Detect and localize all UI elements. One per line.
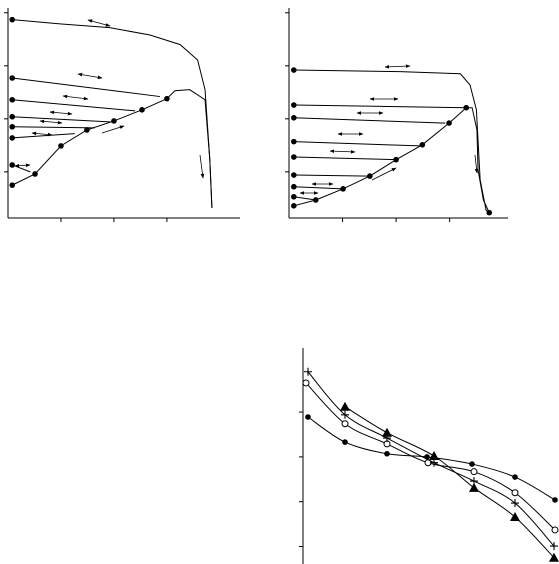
series-line	[293, 196, 316, 201]
point	[291, 172, 297, 178]
point	[430, 458, 438, 467]
panel	[285, 8, 508, 222]
point	[9, 162, 16, 168]
point	[469, 461, 475, 467]
arrow	[474, 154, 479, 174]
series-line	[293, 117, 446, 124]
arrow	[87, 19, 111, 27]
point	[470, 468, 478, 476]
point	[429, 451, 439, 460]
arrow	[329, 149, 356, 154]
point	[302, 379, 310, 387]
arrow	[101, 125, 125, 134]
point	[111, 118, 117, 124]
series-line	[12, 19, 213, 208]
series-line	[293, 69, 490, 214]
point	[9, 75, 16, 81]
panel	[299, 348, 559, 564]
arrow	[49, 110, 73, 116]
point	[312, 197, 319, 203]
series-line	[166, 89, 213, 208]
series-line	[12, 99, 136, 112]
arrow	[77, 72, 103, 80]
series-line	[293, 156, 397, 161]
arrow	[384, 64, 411, 69]
arrow	[39, 119, 63, 125]
point	[341, 410, 349, 419]
arrow	[371, 167, 397, 181]
point	[419, 142, 426, 148]
point	[9, 123, 16, 130]
point	[511, 499, 519, 508]
point	[291, 102, 297, 108]
point	[305, 414, 311, 420]
arrows	[14, 19, 479, 195]
point	[367, 173, 373, 179]
panel	[4, 8, 240, 222]
point	[9, 16, 16, 23]
point	[551, 526, 559, 534]
point	[291, 154, 297, 160]
point	[9, 135, 16, 141]
point	[552, 497, 558, 503]
point	[32, 171, 38, 177]
point	[291, 67, 297, 73]
arrow	[14, 163, 31, 168]
point	[446, 120, 452, 126]
point	[9, 96, 16, 103]
arrow	[31, 131, 53, 137]
point	[291, 138, 297, 145]
series-line	[293, 104, 467, 109]
point	[291, 193, 297, 200]
point	[549, 552, 559, 562]
point	[9, 113, 16, 120]
series-line	[293, 186, 344, 190]
point	[291, 203, 297, 209]
point	[291, 183, 297, 190]
point	[58, 143, 64, 149]
point	[342, 439, 348, 445]
series-line	[293, 107, 467, 207]
series-line	[344, 406, 555, 559]
point	[304, 367, 312, 376]
series-line	[466, 107, 490, 213]
point	[382, 427, 392, 437]
series-line	[293, 141, 421, 147]
point	[512, 474, 518, 480]
series-line	[12, 164, 31, 173]
point	[510, 511, 520, 521]
point	[469, 482, 479, 492]
point	[340, 401, 350, 411]
point	[550, 542, 558, 551]
series-line	[12, 116, 112, 123]
point	[291, 114, 297, 121]
point	[341, 420, 349, 428]
series-line	[12, 77, 161, 98]
point	[9, 182, 16, 188]
arrow	[199, 154, 205, 179]
point	[384, 450, 390, 457]
series-line	[293, 174, 370, 177]
point	[84, 127, 90, 133]
point	[511, 489, 519, 497]
arrow	[62, 94, 89, 101]
series-line	[12, 126, 95, 129]
point	[139, 107, 145, 113]
series-line	[12, 133, 75, 139]
point	[486, 209, 493, 216]
